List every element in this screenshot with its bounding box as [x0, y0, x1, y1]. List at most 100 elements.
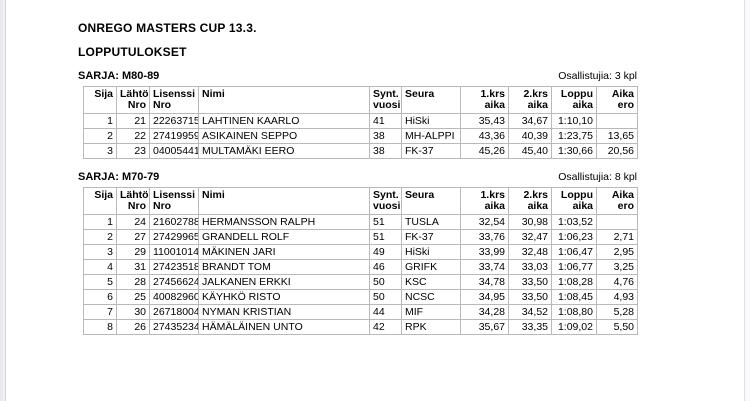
cell-lisenssi-nro: 22263715: [149, 113, 199, 129]
result-row: 4 31 27423518 BRANDT TOM 46 GRIFK 33,74 33,03 1:…: [83, 259, 638, 275]
cell-2krs-aika: 34,52: [508, 304, 552, 320]
cell-aika-ero: 3,25: [596, 259, 638, 275]
result-row: 8 26 27435234 HÄMÄLÄINEN UNTO 42 RPK 35,67 33,3…: [83, 319, 638, 335]
cell-1krs-aika: 45,26: [460, 143, 509, 159]
participants-count: Osallistujia: 3 kpl: [558, 70, 637, 82]
participants-count: Osallistujia: 8 kpl: [558, 171, 637, 183]
header-line: aika: [484, 200, 505, 212]
cell-2krs-aika: 32,47: [508, 229, 552, 245]
cell-lisenssi-nro: 21602788: [149, 214, 199, 230]
series-heading: SARJA: M80-89: [78, 70, 160, 82]
cell-sija: 1: [83, 214, 117, 230]
header-line: Lähtö: [120, 88, 149, 100]
document-title: ONREGO MASTERS CUP 13.3.: [78, 21, 257, 35]
cell-loppu-aika: 1:06,23: [551, 229, 597, 245]
cell-loppu-aika: 1:30,66: [551, 143, 597, 159]
cell-1krs-aika: 32,54: [460, 214, 509, 230]
header-line: 2.krs: [523, 189, 548, 201]
cell-aika-ero: 13,65: [596, 128, 638, 144]
header-line: Lähtö: [120, 189, 149, 201]
header-line: 1.krs: [480, 189, 505, 201]
header-row: Sija Lähtö Nro Lisenssi Nro Nimi Synt. vuosi Seu…: [83, 187, 638, 215]
header-line: Loppu: [560, 88, 593, 100]
cell-lahto-nro: 29: [116, 244, 150, 260]
header-line: [87, 100, 113, 111]
header-line: Nro: [153, 200, 172, 212]
header-line: Nro: [127, 99, 146, 111]
cell-aika-ero: [596, 113, 638, 129]
cell-1krs-aika: 34,95: [460, 289, 509, 305]
header-line: Aika: [611, 88, 634, 100]
cell-synt-vuosi: 46: [369, 259, 402, 275]
section-head: SARJA: M80-89 Osallistujia: 3 kpl: [78, 70, 637, 83]
header-row: Sija Lähtö Nro Lisenssi Nro Nimi Synt. vuosi Seu…: [83, 86, 638, 114]
cell-lahto-nro: 31: [116, 259, 150, 275]
cell-1krs-aika: 35,67: [460, 319, 509, 335]
cell-loppu-aika: 1:09,02: [551, 319, 597, 335]
cell-lisenssi-nro: 27456624: [149, 274, 199, 290]
header-line: [202, 201, 366, 212]
cell-sija: 2: [83, 229, 117, 245]
cell-synt-vuosi: 49: [369, 244, 402, 260]
cell-synt-vuosi: 38: [369, 143, 402, 159]
column-header-1krs-aika: 1.krs aika: [460, 86, 509, 114]
header-line: Lisenssi: [153, 88, 196, 100]
results-rows: 1 24 21602788 HERMANSSON RALPH 51 TUSLA 32,54 3…: [83, 214, 638, 335]
header-line: [87, 201, 113, 212]
cell-sija: 5: [83, 274, 117, 290]
cell-sija: 4: [83, 259, 117, 275]
cell-lahto-nro: 30: [116, 304, 150, 320]
header-line: 2.krs: [523, 88, 548, 100]
cell-nimi: MÄKINEN JARI: [198, 244, 370, 260]
column-header-loppu-aika: Loppu aika: [551, 86, 597, 114]
header-line: Seura: [405, 189, 435, 201]
cell-lahto-nro: 25: [116, 289, 150, 305]
header-line: aika: [572, 200, 593, 212]
cell-aika-ero: 20,56: [596, 143, 638, 159]
cell-seura: GRIFK: [401, 259, 461, 275]
cell-lisenssi-nro: 27435234: [149, 319, 199, 335]
result-row: 7 30 26718004 NYMAN KRISTIAN 44 MIF 34,28 34,52…: [83, 304, 638, 320]
cell-sija: 2: [83, 128, 117, 144]
cell-sija: 1: [83, 113, 117, 129]
header-line: [202, 100, 366, 111]
cell-2krs-aika: 32,48: [508, 244, 552, 260]
cell-seura: TUSLA: [401, 214, 461, 230]
cell-2krs-aika: 33,35: [508, 319, 552, 335]
cell-2krs-aika: 40,39: [508, 128, 552, 144]
page-left-edge: [0, 0, 6, 401]
header-line: aika: [572, 99, 593, 111]
cell-seura: HiSki: [401, 113, 461, 129]
cell-1krs-aika: 34,78: [460, 274, 509, 290]
cell-nimi: GRANDELL ROLF: [198, 229, 370, 245]
cell-aika-ero: 4,76: [596, 274, 638, 290]
result-row: 3 23 04005441 MULTAMÄKI EERO 38 FK-37 45,26 45,…: [83, 143, 638, 159]
cell-seura: FK-37: [401, 143, 461, 159]
cell-nimi: HÄMÄLÄINEN UNTO: [198, 319, 370, 335]
cell-synt-vuosi: 51: [369, 229, 402, 245]
column-header-lahto-nro: Lähtö Nro: [116, 187, 150, 215]
results-table-m80-89: Sija Lähtö Nro Lisenssi Nro Nimi Synt. vuosi Seu…: [83, 86, 638, 159]
cell-sija: 8: [83, 319, 117, 335]
series-heading: SARJA: M70-79: [78, 171, 160, 183]
header-line: [405, 201, 457, 212]
result-row: 6 25 40082960 KÄYHKÖ RISTO 50 NCSC 34,95 33,50 1…: [83, 289, 638, 305]
cell-lahto-nro: 24: [116, 214, 150, 230]
header-line: ero: [617, 200, 634, 212]
cell-aika-ero: 4,93: [596, 289, 638, 305]
cell-1krs-aika: 35,43: [460, 113, 509, 129]
cell-aika-ero: 5,50: [596, 319, 638, 335]
cell-sija: 3: [83, 244, 117, 260]
column-header-lisenssi-nro: Lisenssi Nro: [149, 187, 199, 215]
cell-2krs-aika: 34,67: [508, 113, 552, 129]
header-line: Synt.: [373, 88, 399, 100]
header-line: Nro: [127, 200, 146, 212]
cell-loppu-aika: 1:08,45: [551, 289, 597, 305]
cell-lisenssi-nro: 40082960: [149, 289, 199, 305]
cell-seura: HiSki: [401, 244, 461, 260]
header-line: Lisenssi: [153, 189, 196, 201]
cell-seura: NCSC: [401, 289, 461, 305]
cell-seura: RPK: [401, 319, 461, 335]
cell-synt-vuosi: 50: [369, 274, 402, 290]
